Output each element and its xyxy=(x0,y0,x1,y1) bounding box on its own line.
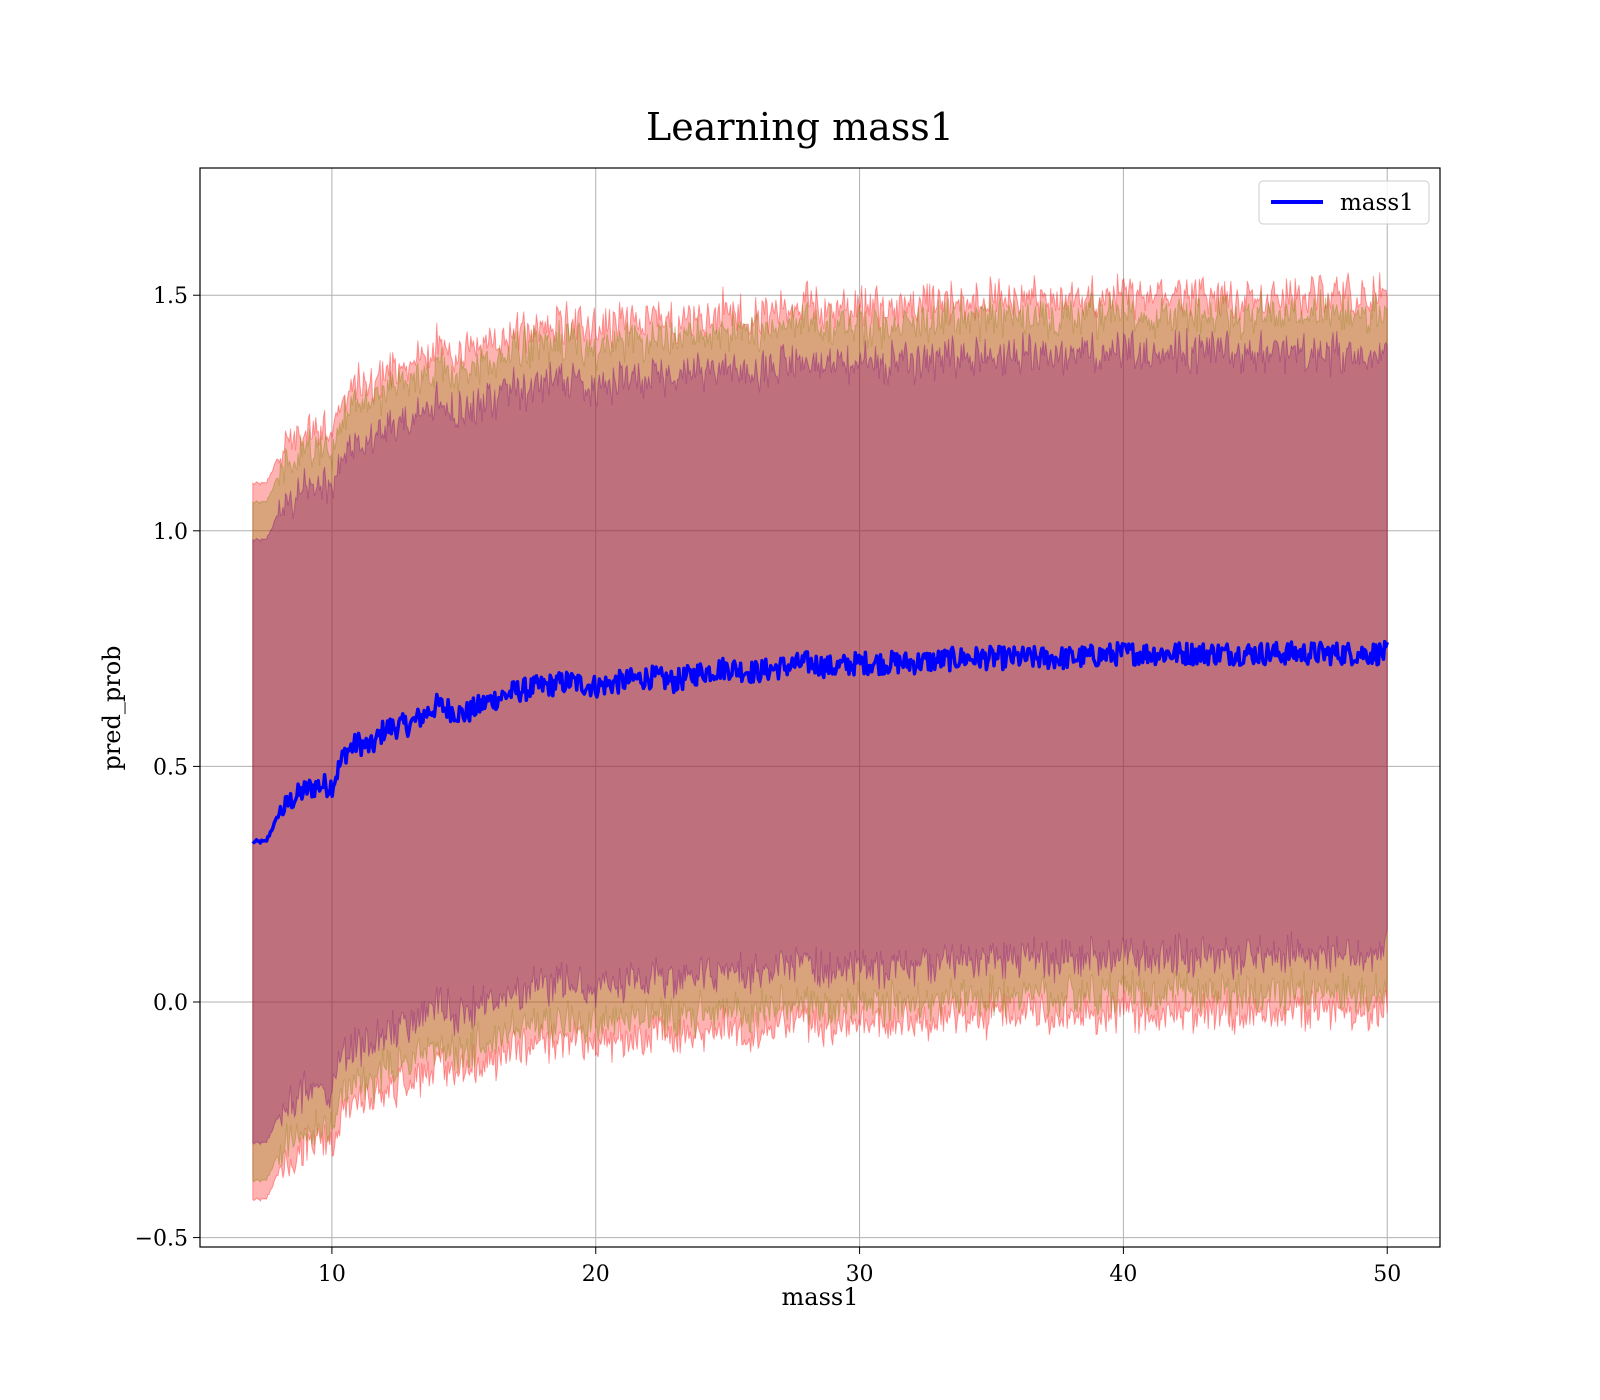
y-tick-label: 0.5 xyxy=(153,755,188,780)
chart-title: Learning mass1 xyxy=(646,105,954,149)
x-tick-label: 50 xyxy=(1373,1262,1401,1287)
y-tick-label: 0.0 xyxy=(153,991,188,1016)
legend-label-mass1: mass1 xyxy=(1340,190,1414,216)
y-tick-label: 1.0 xyxy=(153,520,188,545)
x-axis-ticks: 10 20 30 40 50 xyxy=(318,1247,1401,1287)
plot-frame xyxy=(199,167,1441,1248)
y-axis-ticks: −0.5 0.0 0.5 1.0 1.5 xyxy=(135,284,200,1252)
legend: mass1 xyxy=(1258,180,1430,225)
x-tick-label: 40 xyxy=(1109,1262,1137,1287)
band-2 xyxy=(252,327,1388,1146)
x-tick-label: 10 xyxy=(318,1262,346,1287)
band-0 xyxy=(252,272,1388,1203)
x-axis-label: mass1 xyxy=(782,1283,859,1311)
x-tick-label: 30 xyxy=(846,1262,874,1287)
line-mass1 xyxy=(251,639,1389,845)
band-1 xyxy=(252,289,1388,1184)
y-axis-label: pred_prob xyxy=(98,645,126,770)
confidence-bands xyxy=(252,272,1388,1203)
series-lines xyxy=(251,639,1389,845)
legend-box xyxy=(1258,180,1430,225)
y-tick-label: −0.5 xyxy=(135,1227,188,1252)
x-tick-label: 20 xyxy=(582,1262,610,1287)
grid-lines xyxy=(200,168,1440,1247)
y-tick-label: 1.5 xyxy=(153,284,188,309)
